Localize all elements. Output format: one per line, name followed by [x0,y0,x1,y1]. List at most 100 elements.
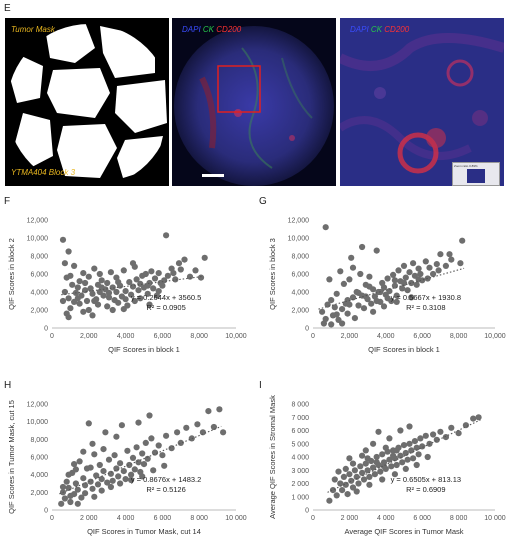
data-point [339,320,346,327]
data-point [137,280,144,287]
data-point [89,312,96,319]
trendline [59,425,222,495]
data-point [366,473,373,480]
data-point [370,440,377,447]
data-point [117,460,124,467]
x-tick-label: 4 000 [117,515,135,522]
data-point [155,270,162,277]
data-point [118,422,125,429]
data-point [67,272,74,279]
data-point [128,291,135,298]
core-fluorescence-image: DAPI CK CD200 [172,18,336,186]
data-point [399,459,406,466]
data-point [129,454,137,461]
data-point [93,472,100,479]
data-point [346,276,353,283]
y-tick-label: 7 000 [291,415,309,422]
data-point [331,476,338,483]
data-point [61,288,68,296]
data-point [126,279,133,286]
zoom-inset-text: Zoom ratio 0.89% [454,164,478,168]
data-point [448,424,455,431]
zoom-channel-ck-label: CK [370,25,383,34]
data-point [71,461,78,468]
data-point [359,469,366,476]
y-tick-label: 8 000 [291,402,309,409]
x-tick-label: 2 000 [341,515,359,522]
data-point [370,308,377,315]
data-point [322,315,329,323]
data-point [194,421,201,428]
data-point [384,295,391,302]
data-point [413,444,420,451]
data-point [80,308,87,315]
data-point [67,305,74,312]
data-point [355,289,362,296]
data-point [104,279,111,287]
data-point [417,435,424,442]
x-tick-label: 2 000 [80,515,98,522]
y-axis-label: QIF Scores in block 2 [7,238,16,310]
data-point [391,277,398,284]
data-point [201,254,208,261]
y-tick-label: 8,000 [30,437,48,444]
y-tick-label: 6,000 [291,272,309,279]
x-tick-label: 8,000 [190,333,208,340]
data-point [422,258,429,265]
data-point [326,497,333,504]
data-point [111,452,118,459]
data-point [159,282,166,289]
data-point [402,449,409,457]
data-point [344,491,351,498]
data-point [159,452,166,459]
data-point [163,432,170,439]
data-point [67,498,74,506]
data-point [437,428,444,435]
data-point [366,481,373,488]
data-point [411,438,418,445]
y-tick-label: 2,000 [30,308,48,315]
y-tick-label: 0 [305,326,309,333]
data-point [59,297,67,305]
data-point [94,481,102,488]
data-point [61,260,68,267]
data-point [63,478,70,485]
data-point [65,295,72,302]
data-point [404,456,411,463]
chart-f: 0 2,000 4,000 6,000 8,000 10,000 12,000 0 2,000 4… [7,218,247,355]
panel-letter-i: I [259,380,262,391]
y-tick-label: 8,000 [30,254,48,261]
data-point [74,284,81,291]
data-point [102,429,109,436]
data-point [415,265,422,272]
data-point [399,285,406,292]
data-point [400,279,408,287]
data-point [386,288,393,295]
data-point [174,429,181,436]
data-point [87,464,94,471]
data-point [393,292,400,299]
data-point [192,267,199,274]
data-point [393,447,400,454]
r-squared-label: R² = 0.6909 [406,485,445,494]
data-point [122,476,129,483]
data-point [59,236,67,243]
data-point [69,281,76,288]
data-point [74,486,81,493]
y-tick-label: 6 000 [291,428,309,435]
data-point [368,300,375,307]
x-axis-label: QIF Scores in Tumor Mask, cut 14 [87,527,201,536]
data-point [448,256,455,263]
data-point [113,465,120,472]
data-point [326,276,333,283]
x-tick-label: 10 000 [484,515,506,522]
chart-i: 0 1 000 2 000 3 000 4 000 5 000 6 000 7 000 8 00… [268,395,506,536]
data-point [146,301,153,308]
data-point [120,267,127,274]
y-tick-label: 0 [44,508,48,515]
data-point [131,297,138,305]
zoom-channel-dapi-label: DAPI [350,25,369,34]
data-point [144,455,151,462]
data-point [74,295,81,302]
y-tick-label: 2,000 [291,308,309,315]
